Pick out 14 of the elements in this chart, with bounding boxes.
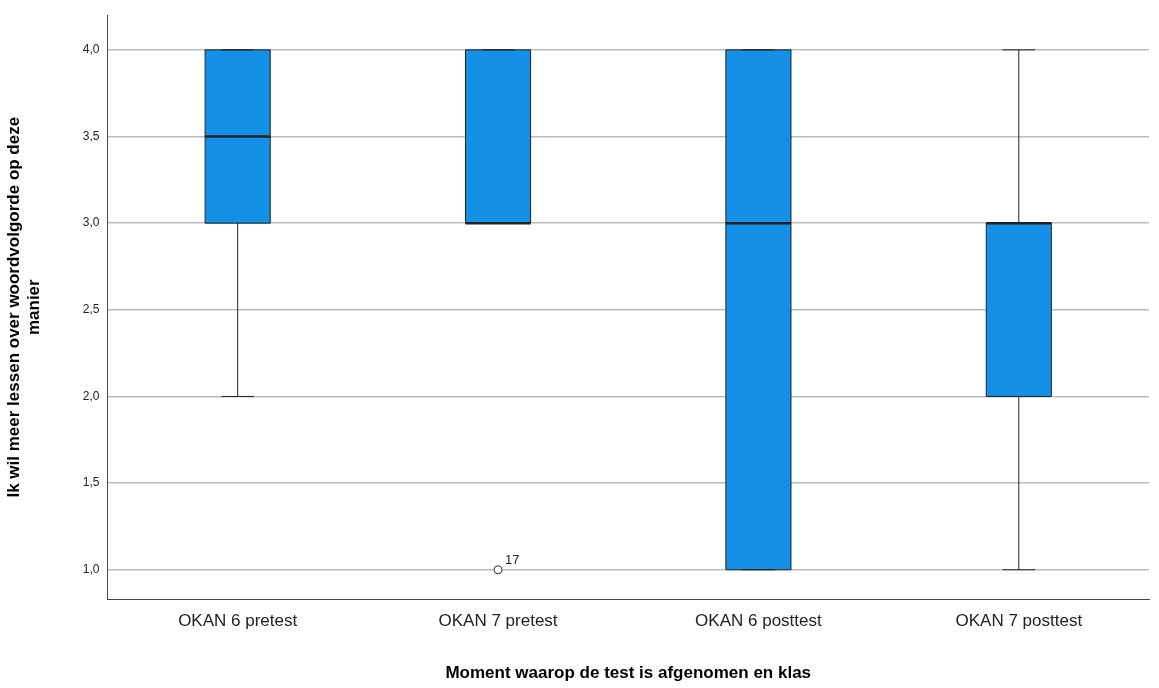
x-tick-label: OKAN 7 posttest: [955, 611, 1083, 631]
x-tick-label: OKAN 7 pretest: [438, 611, 558, 631]
x-axis-title: Moment waarop de test is afgenomen en klas: [445, 663, 812, 683]
y-tick-label: 3,0: [82, 215, 100, 230]
x-tick-label: OKAN 6 posttest: [695, 611, 823, 631]
y-axis-title: Ik wil meer lessen over woordvolgorde op deze manier: [3, 116, 44, 498]
y-tick-label: 3,5: [82, 128, 100, 143]
annotation: 17: [505, 551, 520, 567]
y-tick-label: 2,0: [82, 388, 100, 403]
x-tick-label: OKAN 6 pretest: [178, 611, 298, 631]
y-tick-label: 2,5: [82, 302, 100, 317]
y-tick-label: 4,0: [82, 42, 100, 57]
y-tick-label: 1,5: [82, 475, 100, 490]
y-tick-label: 1,0: [82, 562, 100, 577]
